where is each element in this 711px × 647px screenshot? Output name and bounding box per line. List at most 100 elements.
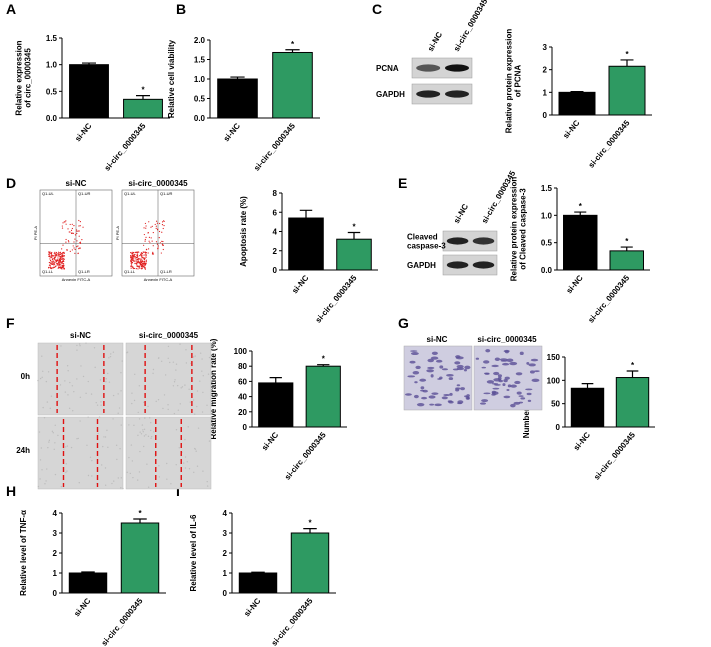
event-dot	[60, 253, 62, 255]
cell	[526, 392, 532, 396]
event-dot	[145, 263, 147, 266]
texture	[149, 429, 152, 432]
event-dot	[144, 222, 147, 225]
event-dot	[49, 253, 51, 255]
event-dot	[144, 254, 146, 256]
event-dot	[78, 230, 80, 232]
texture	[86, 444, 88, 446]
texture	[117, 477, 120, 479]
event-dot	[62, 266, 65, 268]
flow-x-label: Annexin FITC-A	[144, 277, 173, 282]
texture	[112, 394, 115, 397]
texture	[172, 385, 175, 387]
cell	[419, 378, 427, 382]
event-dot	[132, 267, 135, 270]
cell	[506, 389, 510, 392]
event-dot	[148, 221, 150, 223]
row-label: Cleaved caspase-3	[407, 233, 446, 251]
cell	[429, 403, 435, 406]
bar	[69, 64, 109, 119]
event-dot	[60, 264, 62, 266]
event-dot	[67, 228, 69, 230]
event-dot	[157, 247, 159, 249]
cell	[456, 384, 461, 387]
texture	[142, 431, 144, 433]
texture	[187, 426, 189, 428]
event-dot	[60, 255, 63, 257]
event-dot	[161, 224, 164, 226]
wound-image	[125, 342, 212, 416]
event-dot	[55, 255, 57, 257]
event-dot	[150, 237, 152, 239]
texture	[164, 374, 167, 376]
texture	[138, 418, 141, 420]
lane-label: si-NC	[426, 30, 444, 53]
texture	[126, 351, 128, 354]
event-dot	[77, 252, 79, 255]
event-dot	[139, 267, 141, 269]
event-dot	[65, 241, 67, 243]
event-dot	[140, 252, 143, 254]
cell	[431, 392, 439, 395]
y-axis-label-line: Apoptosis rate (%)	[239, 196, 248, 267]
texture	[152, 372, 154, 375]
event-dot	[135, 268, 137, 270]
texture	[111, 482, 113, 485]
texture	[39, 478, 41, 480]
significance: *	[352, 222, 356, 231]
cell	[486, 380, 495, 384]
wound-image	[37, 342, 124, 416]
error-bar	[347, 231, 361, 240]
texture	[64, 380, 66, 382]
texture	[207, 373, 210, 375]
cell	[497, 374, 503, 378]
quadrant-label: Q1-LL	[42, 269, 54, 274]
event-dot	[57, 257, 59, 259]
panel-letter: A	[6, 1, 16, 17]
texture	[202, 375, 204, 377]
cell	[460, 387, 465, 391]
event-dot	[135, 251, 138, 254]
y-tick-label: 1.5	[541, 184, 553, 193]
texture	[107, 372, 109, 375]
texture	[39, 459, 42, 461]
event-dot	[62, 254, 64, 256]
texture	[141, 424, 144, 426]
event-dot	[158, 230, 161, 233]
texture	[120, 390, 122, 392]
event-dot	[140, 254, 142, 256]
texture	[136, 479, 139, 481]
significance: *	[291, 40, 295, 49]
event-dot	[74, 238, 76, 240]
event-dot	[53, 262, 55, 264]
texture	[76, 349, 78, 351]
texture	[167, 345, 170, 348]
event-dot	[59, 260, 61, 262]
texture	[128, 424, 130, 426]
event-dot	[132, 258, 134, 260]
texture	[87, 416, 89, 418]
event-dot	[57, 262, 60, 264]
texture	[142, 429, 144, 431]
cell	[430, 374, 434, 378]
cell	[483, 372, 490, 375]
event-dot	[48, 251, 50, 253]
texture	[120, 424, 122, 426]
texture	[100, 464, 103, 466]
texture	[47, 371, 50, 373]
event-dot	[144, 240, 146, 242]
texture	[185, 362, 188, 364]
event-dot	[131, 253, 133, 255]
texture	[87, 380, 89, 383]
event-dot	[63, 255, 66, 257]
event-dot	[135, 260, 137, 262]
x-tick-label: si-circ_0000345	[592, 430, 637, 482]
texture	[110, 353, 112, 355]
cell	[430, 356, 439, 360]
texture	[154, 455, 157, 458]
texture	[41, 355, 43, 357]
texture	[202, 391, 204, 394]
event-dot	[134, 260, 136, 262]
texture	[133, 399, 136, 402]
texture	[106, 429, 108, 432]
